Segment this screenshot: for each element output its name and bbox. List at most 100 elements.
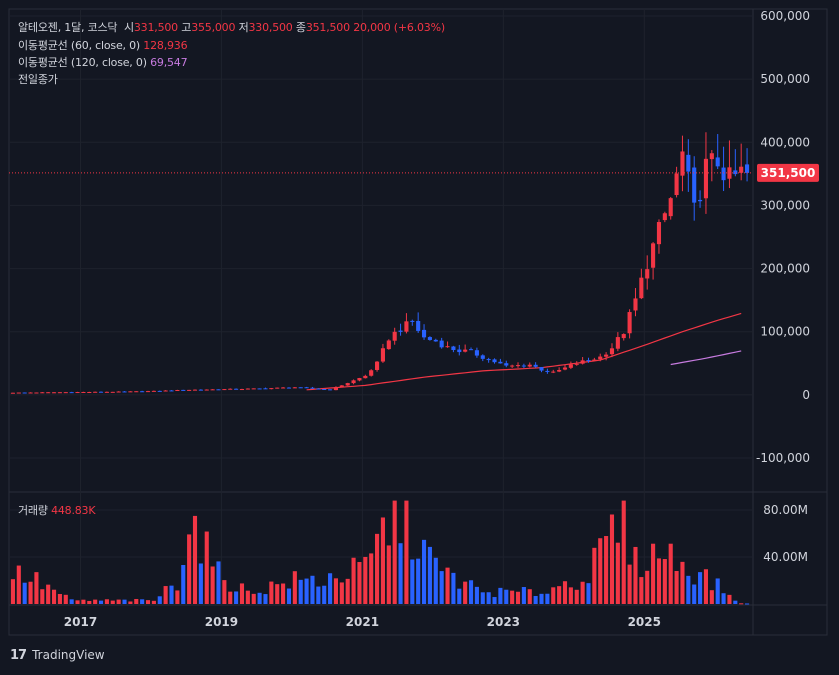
volume-bar xyxy=(363,556,368,604)
candle-body xyxy=(392,331,397,341)
time-tick-label: 2025 xyxy=(628,615,661,629)
candle-body xyxy=(10,392,15,394)
volume-bar xyxy=(145,600,151,604)
volume-bar xyxy=(81,599,86,604)
volume-bar xyxy=(369,553,374,604)
candle-body xyxy=(369,370,374,376)
candle-body xyxy=(703,158,709,199)
candle-body xyxy=(69,392,74,394)
candle-body xyxy=(515,365,521,367)
candle-body xyxy=(110,391,115,393)
volume-bar xyxy=(386,545,391,604)
candle-body xyxy=(498,361,503,364)
volume-bar xyxy=(333,578,339,604)
volume-legend[interactable]: 거래량 448.83K xyxy=(18,502,96,518)
volume-bar xyxy=(63,594,68,604)
candle-body xyxy=(621,334,626,339)
volume-bar xyxy=(662,559,667,604)
volume-bar xyxy=(604,536,609,604)
volume-bar xyxy=(515,591,521,604)
candle-body xyxy=(281,387,286,389)
volume-bar xyxy=(457,588,462,604)
volume-bar xyxy=(75,600,80,604)
time-axis[interactable]: 2017 2019 2021 2023 2025 xyxy=(64,615,661,629)
candle-body xyxy=(609,348,615,355)
candle-body xyxy=(98,391,104,393)
candle-body xyxy=(175,389,180,391)
time-tick-label: 2023 xyxy=(487,615,520,629)
volume-bar xyxy=(28,581,33,604)
ma120-legend[interactable]: 이동평균선 (120, close, 0) 69,547 xyxy=(18,54,188,70)
candle-body xyxy=(439,340,444,348)
volume-bar xyxy=(498,587,503,604)
volume-bar xyxy=(34,572,39,604)
symbol-legend[interactable]: 알테오젠, 1달, 코스닥 시331,500 고355,000 저330,500… xyxy=(18,21,445,34)
volume-bar xyxy=(703,569,709,604)
volume-bar xyxy=(416,558,421,604)
price-tick-label: 500,000 xyxy=(760,72,810,86)
candle-body xyxy=(275,387,280,389)
candle-body xyxy=(416,320,421,331)
volume-bar xyxy=(492,597,497,604)
candle-body xyxy=(380,348,385,362)
candle-body xyxy=(81,391,86,393)
candle-body xyxy=(715,157,720,167)
candle-body xyxy=(239,389,245,391)
open-value: 331,500 xyxy=(133,21,178,34)
candle-body xyxy=(157,390,162,392)
volume-bar xyxy=(533,595,538,604)
volume-bar xyxy=(87,600,92,604)
candle-body xyxy=(492,359,497,363)
candle-body xyxy=(551,371,556,373)
volume-bar xyxy=(621,500,626,604)
volume-bar xyxy=(527,589,532,604)
ma120-value: 69,547 xyxy=(150,56,188,69)
volume-axis[interactable]: 80.00M 40.00M xyxy=(763,503,808,564)
volume-bar xyxy=(228,591,233,604)
candle-body xyxy=(140,391,145,393)
candle-body xyxy=(604,354,609,357)
prev-close-legend[interactable]: 전일종가 xyxy=(18,71,58,87)
volume-bar xyxy=(245,590,250,604)
volume-bar xyxy=(451,572,456,604)
open-label: 시 xyxy=(123,21,134,34)
ma60-legend[interactable]: 이동평균선 (60, close, 0) 128,936 xyxy=(18,37,188,53)
volume-bar xyxy=(668,543,673,604)
candle-body xyxy=(169,390,174,392)
volume-bar xyxy=(40,589,45,604)
tradingview-logo-icon: 17 xyxy=(10,647,27,663)
volume-bar xyxy=(46,584,51,604)
candle-body xyxy=(304,387,309,389)
change-value: 20,000 (+6.03%) xyxy=(353,21,445,34)
volume-bar xyxy=(698,572,703,604)
candle-body xyxy=(627,312,632,334)
candle-body xyxy=(40,392,45,394)
volume-bar xyxy=(474,586,479,604)
candle-body xyxy=(745,164,750,173)
candle-body xyxy=(510,365,515,367)
candle-body xyxy=(668,198,673,217)
candle-body xyxy=(375,361,380,370)
volume-bar xyxy=(721,593,726,604)
candle-body xyxy=(222,389,227,391)
price-axis[interactable]: 600,000 500,000 400,000 300,000 200,000 100,0… xyxy=(756,9,810,465)
current-price-label: 351,500 xyxy=(761,166,816,180)
candle-body xyxy=(692,167,697,203)
volume-bar xyxy=(204,531,209,604)
candle-body xyxy=(345,383,350,386)
tradingview-brand[interactable]: 17 TradingView xyxy=(10,646,105,664)
volume-bar xyxy=(275,584,280,604)
volume-bar xyxy=(686,575,691,604)
symbol-market: 코스닥 xyxy=(87,21,118,34)
volume-bar xyxy=(322,585,327,604)
volume-bar xyxy=(198,563,203,604)
candle-body xyxy=(198,389,203,391)
volume-value: 448.83K xyxy=(51,504,96,517)
volume-bar xyxy=(592,547,597,604)
candle-body xyxy=(557,370,562,372)
candle-body xyxy=(22,392,27,394)
candle-body xyxy=(46,392,51,394)
volume-tick-label: 80.00M xyxy=(763,503,808,517)
